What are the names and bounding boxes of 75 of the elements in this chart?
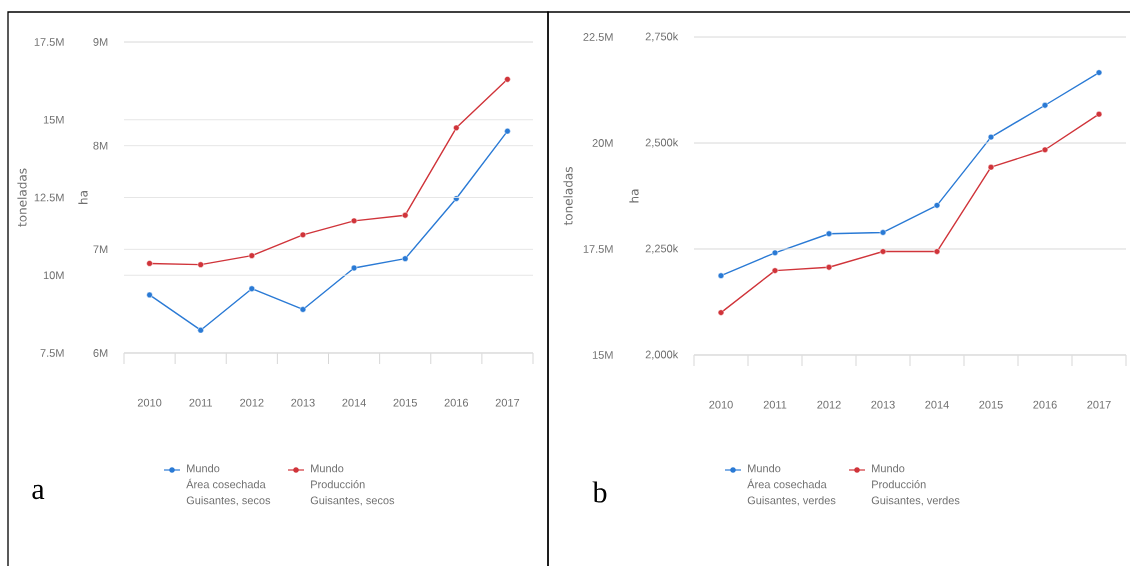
point [879,248,887,255]
x-tick-label: 2017 [1087,400,1111,409]
x-tick-label: 2016 [1033,400,1057,409]
x-tick-label: 2012 [817,400,841,409]
point [825,264,833,271]
point [1041,102,1049,109]
point [1095,69,1103,76]
y-axis-title: ha [629,189,639,203]
point [987,133,995,141]
point [453,124,460,131]
y-tick-label: 2,750k [645,32,679,42]
point [879,229,887,236]
x-tick-label: 2012 [240,398,264,407]
y2-tick-label: 20M [592,139,613,147]
point [933,202,941,209]
y-tick-label: 6M [93,349,108,357]
text: b [592,481,607,503]
y-axis-title: ha [78,191,88,204]
point [1041,146,1049,153]
legend-label: Mundo Área cosechada Guisantes, verdes [747,464,836,506]
x-tick-label: 2013 [291,398,315,407]
x-tick-label: 2011 [189,398,212,407]
point [504,76,511,83]
y-tick-label: 2,500k [645,138,679,148]
x-tick-label: 2010 [137,398,162,407]
point [1095,111,1103,118]
x-tick-label: 2013 [871,400,895,409]
point [299,306,307,313]
point [933,248,941,255]
y-tick-label: 2,250k [645,244,679,254]
point [987,164,995,171]
point [146,291,153,299]
x-tick-label: 2015 [393,398,417,407]
point [402,212,409,219]
point [197,327,204,334]
point [350,264,358,272]
x-tick-label: 2017 [495,398,520,407]
x-tick-label: 2016 [444,398,469,407]
y-tick-label: 9M [93,38,108,46]
y2-tick-label: 17.5M [34,38,64,46]
y2-tick-label: 15M [592,351,613,359]
y2-tick-label: 10M [43,271,64,280]
y2-tick-label: 22.5M [583,33,613,41]
y2-axis-title: toneladas [17,168,27,227]
point [248,285,255,292]
text: a [32,484,45,500]
point [146,260,153,267]
y2-tick-label: 15M [43,115,64,124]
y2-tick-label: 7.5M [40,349,64,357]
point [771,267,779,274]
point [453,195,460,202]
point [350,217,358,224]
legend-label: Mundo Área cosechada Guisantes, secos [186,464,271,506]
y2-tick-label: 17.5M [583,245,613,253]
point [402,255,409,262]
point [717,309,725,316]
point [504,128,511,135]
x-tick-label: 2014 [342,398,366,407]
point [825,230,833,237]
point [299,231,307,238]
x-tick-label: 2014 [925,400,949,409]
y2-tick-label: 12.5M [34,193,64,202]
point [771,249,779,256]
legend-label: Mundo Producción Guisantes, verdes [871,464,960,506]
point [197,261,204,268]
y-tick-label: 7M [93,245,108,254]
x-tick-label: 2011 [763,400,787,409]
point [717,272,725,279]
y-tick-label: 8M [93,141,108,150]
y2-axis-title: toneladas [563,167,573,226]
x-tick-label: 2010 [709,400,733,409]
x-tick-label: 2015 [979,400,1003,409]
y-tick-label: 2,000k [645,350,679,360]
point [248,252,255,259]
legend-label: Mundo Producción Guisantes, secos [310,464,395,506]
